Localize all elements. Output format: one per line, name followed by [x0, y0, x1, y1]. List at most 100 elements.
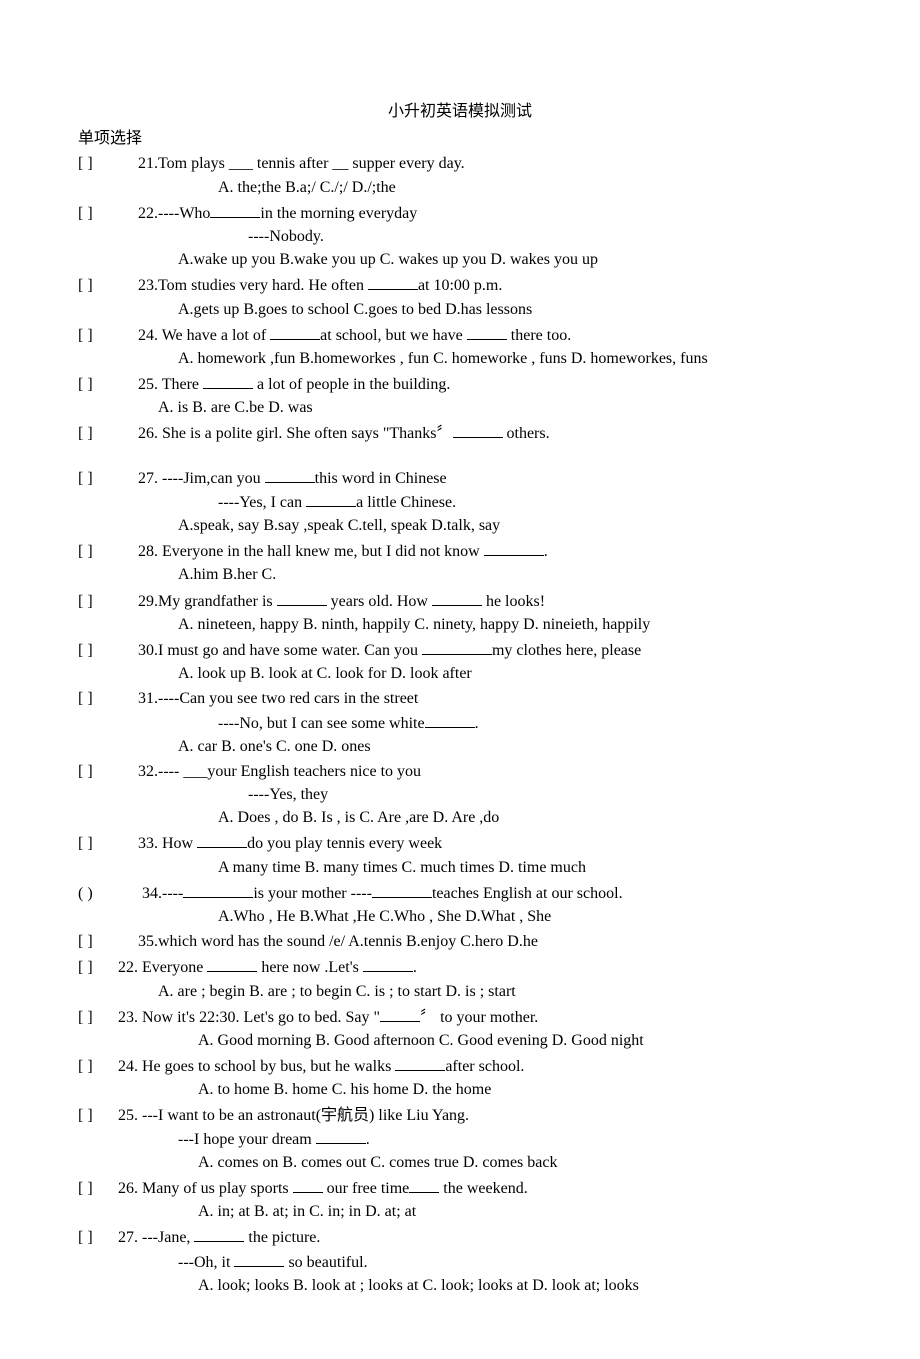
stem-text: 32.---- ___your English teachers nice to…	[138, 763, 421, 780]
sub-line: .	[475, 715, 479, 732]
bracket: [ ]	[78, 152, 138, 175]
options: A.Who , He B.What ,He C.Who , She D.What…	[78, 905, 842, 928]
spacer	[78, 448, 842, 466]
blank	[363, 955, 413, 972]
blank	[372, 881, 432, 898]
stem-text: 24. We have a lot of	[138, 327, 270, 344]
question-22b: [ ]22. Everyone here now .Let's . A. are…	[78, 955, 842, 1002]
bracket: ( )	[78, 882, 138, 905]
bracket: [ ]	[78, 832, 138, 855]
stem-text: 26. Many of us play sports	[118, 1180, 293, 1197]
options: A.speak, say B.say ,speak C.tell, speak …	[78, 514, 842, 537]
bracket: [ ]	[78, 1006, 118, 1029]
sub-line: ---Oh, it	[178, 1254, 234, 1271]
options: A. to home B. home C. his home D. the ho…	[78, 1078, 842, 1101]
sub-line: ----No, but I can see some white	[218, 715, 425, 732]
stem-text: at 10:00 p.m.	[418, 277, 502, 294]
stem-text: 23. Now it's 22:30. Let's go to bed. Say…	[118, 1009, 380, 1026]
stem-text: .	[413, 959, 417, 976]
blank	[306, 490, 356, 507]
question-23b: [ ]23. Now it's 22:30. Let's go to bed. …	[78, 1005, 842, 1052]
question-24b: [ ]24. He goes to school by bus, but he …	[78, 1054, 842, 1101]
options: A. in; at B. at; in C. in; in D. at; at	[78, 1200, 842, 1223]
options: A.him B.her C.	[78, 563, 842, 586]
question-27: [ ]27. ----Jim,can you this word in Chin…	[78, 466, 842, 538]
stem-text: our free time	[323, 1180, 410, 1197]
stem-text: 28. Everyone in the hall knew me, but I …	[138, 543, 484, 560]
blank	[368, 273, 418, 290]
question-25: [ ]25. There a lot of people in the buil…	[78, 372, 842, 419]
sub-line: .	[366, 1131, 370, 1148]
options: A many time B. many times C. much times …	[78, 856, 842, 879]
section-label: 单项选择	[78, 127, 842, 150]
sub-line: so beautiful.	[284, 1254, 367, 1271]
blank	[409, 1176, 439, 1193]
stem-text: the weekend.	[439, 1180, 527, 1197]
blank	[422, 638, 492, 655]
question-23: [ ]23.Tom studies very hard. He often at…	[78, 273, 842, 320]
stem-text: 23.Tom studies very hard. He often	[138, 277, 368, 294]
bracket: [ ]	[78, 324, 138, 347]
options: A. homework ,fun B.homeworkes , fun C. h…	[78, 347, 842, 370]
blank	[210, 201, 260, 218]
stem-text: 34.----	[138, 885, 183, 902]
stem-text: 35.which word has the sound /e/ A.tennis…	[138, 933, 538, 950]
blank	[203, 372, 253, 389]
question-34: ( ) 34.----is your mother ----teaches En…	[78, 881, 842, 928]
stem-text: in the morning everyday	[260, 205, 417, 222]
blank	[432, 589, 482, 606]
bracket: [ ]	[78, 930, 138, 953]
options: A. nineteen, happy B. ninth, happily C. …	[78, 613, 842, 636]
bracket: [ ]	[78, 422, 138, 445]
bracket: [ ]	[78, 467, 138, 490]
stem-text: 21.Tom plays ___ tennis after __ supper …	[138, 155, 465, 172]
blank	[425, 711, 475, 728]
blank	[183, 881, 253, 898]
stem-text: teaches English at our school.	[432, 885, 623, 902]
blank	[270, 323, 320, 340]
question-32: [ ]32.---- ___your English teachers nice…	[78, 760, 842, 830]
stem-text: 25. ---I want to be an astronaut(宇航员) li…	[118, 1107, 469, 1124]
sub-line: ----Nobody.	[78, 225, 842, 248]
bracket: [ ]	[78, 1104, 118, 1127]
stem-text: at school, but we have	[320, 327, 467, 344]
stem-text: do you play tennis every week	[247, 835, 442, 852]
options: A. Good morning B. Good afternoon C. Goo…	[78, 1029, 842, 1052]
stem-text: 27. ---Jane,	[118, 1229, 194, 1246]
stem-text: 27. ----Jim,can you	[138, 470, 265, 487]
stem-text: 22.----Who	[138, 205, 210, 222]
options: A. comes on B. comes out C. comes true D…	[78, 1151, 842, 1174]
blank	[316, 1127, 366, 1144]
blank	[234, 1250, 284, 1267]
question-30: [ ]30.I must go and have some water. Can…	[78, 638, 842, 685]
stem-text: my clothes here, please	[492, 642, 641, 659]
question-27b: [ ]27. ---Jane, the picture. ---Oh, it s…	[78, 1225, 842, 1297]
blank	[194, 1225, 244, 1242]
stem-text: 〞 to your mother.	[420, 1009, 538, 1026]
options: A. car B. one's C. one D. ones	[78, 735, 842, 758]
blank	[484, 539, 544, 556]
bracket: [ ]	[78, 639, 138, 662]
bracket: [ ]	[78, 760, 138, 783]
stem-text: 31.----Can you see two red cars in the s…	[138, 690, 418, 707]
blank	[380, 1005, 420, 1022]
stem-text: here now .Let's	[257, 959, 363, 976]
stem-text: a lot of people in the building.	[253, 376, 450, 393]
stem-text: he looks!	[482, 593, 545, 610]
question-26: [ ]26. She is a polite girl. She often s…	[78, 421, 842, 445]
stem-text: .	[544, 543, 548, 560]
blank	[207, 955, 257, 972]
stem-text: 25. There	[138, 376, 203, 393]
sub-line: ----Yes, I can	[218, 494, 306, 511]
question-26b: [ ]26. Many of us play sports our free t…	[78, 1176, 842, 1223]
stem-text: 33. How	[138, 835, 197, 852]
options: A.gets up B.goes to school C.goes to bed…	[78, 298, 842, 321]
options: A. are ; begin B. are ; to begin C. is ;…	[78, 980, 842, 1003]
stem-text: 22. Everyone	[118, 959, 207, 976]
blank	[453, 421, 503, 438]
question-25b: [ ]25. ---I want to be an astronaut(宇航员)…	[78, 1104, 842, 1175]
question-35: [ ]35.which word has the sound /e/ A.ten…	[78, 930, 842, 953]
bracket: [ ]	[78, 540, 138, 563]
question-22: [ ]22.----Whoin the morning everyday ---…	[78, 201, 842, 272]
stem-text: this word in Chinese	[315, 470, 447, 487]
